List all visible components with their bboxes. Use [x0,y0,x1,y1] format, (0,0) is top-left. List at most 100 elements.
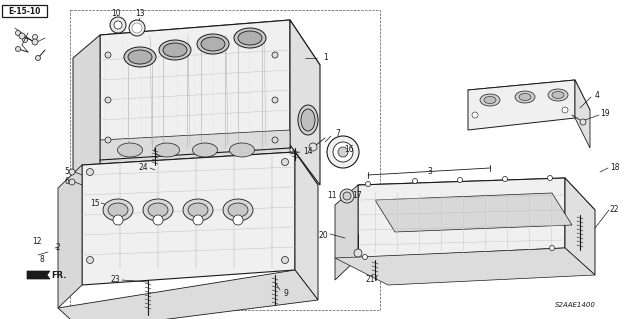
Ellipse shape [118,143,143,157]
Circle shape [86,256,93,263]
Ellipse shape [223,199,253,221]
Ellipse shape [154,143,179,157]
Ellipse shape [238,31,262,45]
Circle shape [365,182,371,187]
Circle shape [15,47,20,51]
Circle shape [547,175,552,181]
Text: 4: 4 [595,91,600,100]
Text: 1: 1 [323,54,328,63]
Text: 10: 10 [111,9,121,18]
Polygon shape [295,152,318,300]
Circle shape [458,177,463,182]
Circle shape [105,97,111,103]
Ellipse shape [193,143,218,157]
Circle shape [354,249,362,257]
Polygon shape [468,80,590,120]
Text: FR.: FR. [51,271,67,279]
Ellipse shape [228,203,248,217]
Circle shape [340,189,354,203]
Ellipse shape [197,34,229,54]
Ellipse shape [234,28,266,48]
Text: 8: 8 [40,256,45,264]
Ellipse shape [515,91,535,103]
Bar [2,5,47,17]
Circle shape [550,246,554,250]
Ellipse shape [201,37,225,51]
Circle shape [113,215,123,225]
Circle shape [233,215,243,225]
Circle shape [272,137,278,143]
Polygon shape [358,178,595,218]
Circle shape [472,112,478,118]
Text: 2: 2 [55,243,60,253]
Text: 16: 16 [344,145,354,154]
Bar [70,10,380,310]
Circle shape [132,23,142,33]
Circle shape [338,147,348,157]
Ellipse shape [519,93,531,100]
Polygon shape [82,152,295,285]
Text: 14: 14 [303,146,312,155]
Text: 24: 24 [138,164,148,173]
Ellipse shape [108,203,128,217]
Ellipse shape [301,109,315,131]
Circle shape [129,20,145,36]
Ellipse shape [298,105,318,135]
Text: 20: 20 [318,232,328,241]
Polygon shape [290,20,320,185]
Circle shape [193,215,203,225]
Circle shape [272,52,278,58]
Polygon shape [358,178,565,258]
Circle shape [153,215,163,225]
Text: 13: 13 [135,9,145,18]
Text: 11: 11 [328,191,337,201]
Text: 3: 3 [428,167,433,176]
Circle shape [69,179,75,185]
Circle shape [22,38,28,42]
Circle shape [309,143,317,151]
Polygon shape [565,178,595,275]
Circle shape [502,176,508,182]
Text: 7: 7 [335,130,340,138]
Polygon shape [58,165,82,308]
Text: 19: 19 [600,108,610,117]
Circle shape [105,52,111,58]
Polygon shape [100,130,290,165]
Circle shape [69,169,75,175]
Text: 6: 6 [64,177,69,187]
Circle shape [333,142,353,162]
Text: 12: 12 [32,238,42,247]
Circle shape [114,21,122,29]
Text: 22: 22 [610,205,620,214]
Polygon shape [335,248,595,285]
Ellipse shape [183,199,213,221]
Circle shape [562,107,568,113]
Ellipse shape [148,203,168,217]
Circle shape [32,39,38,45]
Text: E-15-10: E-15-10 [8,6,41,16]
Ellipse shape [480,94,500,106]
Text: 5: 5 [64,167,69,176]
Circle shape [86,168,93,175]
Circle shape [35,56,40,61]
Circle shape [362,255,367,259]
Text: 23: 23 [110,276,120,285]
Text: 17: 17 [352,191,362,201]
Polygon shape [27,271,50,279]
Circle shape [413,179,417,183]
Circle shape [343,192,351,200]
Circle shape [19,33,25,39]
Polygon shape [73,35,100,185]
Text: 21: 21 [365,276,375,285]
Ellipse shape [188,203,208,217]
Ellipse shape [552,92,564,99]
Ellipse shape [548,89,568,101]
Polygon shape [100,20,320,80]
Ellipse shape [484,97,496,103]
Polygon shape [100,20,290,160]
Circle shape [105,137,111,143]
Polygon shape [58,270,318,319]
Polygon shape [375,193,572,232]
Polygon shape [82,152,318,200]
Ellipse shape [163,43,187,57]
